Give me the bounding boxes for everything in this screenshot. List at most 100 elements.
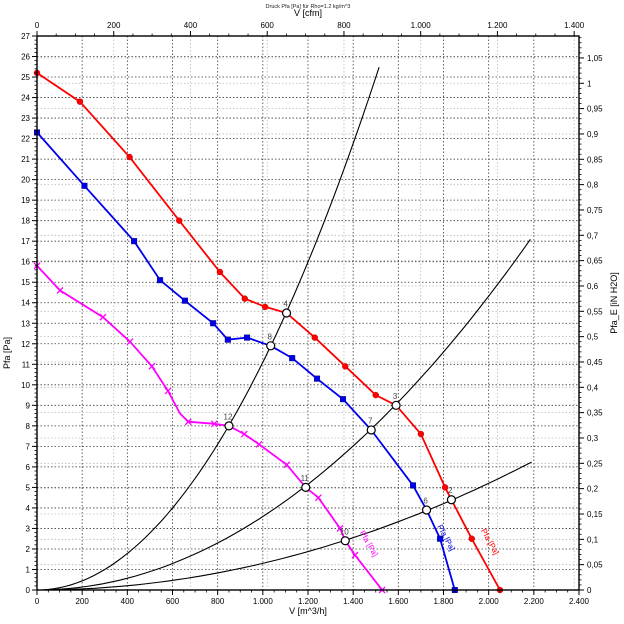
svg-text:11: 11 bbox=[22, 360, 31, 369]
system-curve-1 bbox=[36, 67, 380, 591]
marker-square bbox=[314, 375, 321, 382]
svg-text:0,4: 0,4 bbox=[587, 383, 599, 392]
marker-circle bbox=[241, 295, 248, 302]
svg-text:0,9: 0,9 bbox=[587, 130, 599, 139]
operating-point bbox=[266, 341, 276, 351]
marker-circle bbox=[441, 484, 449, 491]
svg-text:9: 9 bbox=[26, 401, 31, 410]
marker-circle bbox=[342, 363, 349, 370]
svg-text:15: 15 bbox=[21, 278, 30, 287]
marker-square bbox=[210, 320, 217, 327]
marker-square bbox=[81, 182, 88, 189]
svg-text:1,05: 1,05 bbox=[587, 54, 603, 63]
marker-circle bbox=[176, 217, 183, 224]
marker-circle bbox=[261, 303, 269, 311]
marker-square bbox=[410, 482, 417, 489]
svg-text:1.400: 1.400 bbox=[564, 21, 585, 30]
svg-text:800: 800 bbox=[211, 597, 225, 606]
marker-x bbox=[240, 430, 248, 438]
svg-text:2.200: 2.200 bbox=[524, 597, 545, 606]
svg-text:1: 1 bbox=[587, 79, 592, 88]
marker-x bbox=[56, 286, 64, 294]
axis-title-right: Pfa_E [iN H2O] bbox=[609, 272, 619, 334]
operating-point-label: 2 bbox=[448, 486, 453, 495]
system-curve-2 bbox=[36, 238, 531, 591]
svg-text:22: 22 bbox=[21, 135, 30, 144]
operating-points: 4 8 12 3 7 11 2 6 10 bbox=[224, 300, 457, 546]
marker-x bbox=[99, 313, 107, 321]
operating-point bbox=[224, 421, 234, 431]
svg-text:0,3: 0,3 bbox=[587, 434, 599, 443]
axis-title-top: V [cfm] bbox=[294, 8, 322, 18]
marker-x bbox=[210, 420, 218, 428]
svg-text:0,45: 0,45 bbox=[587, 358, 603, 367]
svg-text:24: 24 bbox=[21, 94, 30, 103]
marker-square bbox=[244, 334, 251, 341]
marker-x bbox=[184, 418, 192, 426]
svg-text:16: 16 bbox=[21, 258, 30, 267]
operating-point bbox=[391, 400, 401, 410]
svg-text:1.200: 1.200 bbox=[298, 597, 319, 606]
svg-text:18: 18 bbox=[21, 217, 30, 226]
marker-x bbox=[164, 387, 172, 395]
svg-text:6: 6 bbox=[26, 463, 31, 472]
axis-titles: Druck Pfa [Pa] für Rho=1.2 kg/m^3V [cfm]… bbox=[2, 4, 619, 616]
svg-text:1.000: 1.000 bbox=[253, 597, 274, 606]
svg-text:3: 3 bbox=[26, 524, 31, 533]
marker-square bbox=[157, 277, 164, 284]
svg-text:0,85: 0,85 bbox=[587, 155, 603, 164]
operating-point bbox=[340, 536, 350, 546]
svg-text:5: 5 bbox=[26, 483, 31, 492]
svg-text:0,05: 0,05 bbox=[587, 561, 603, 570]
svg-text:25: 25 bbox=[21, 73, 30, 82]
svg-text:27: 27 bbox=[21, 32, 30, 41]
marker-circle bbox=[468, 535, 475, 542]
marker-x bbox=[255, 440, 263, 448]
marker-square bbox=[289, 355, 296, 362]
svg-text:21: 21 bbox=[21, 155, 30, 164]
svg-text:14: 14 bbox=[21, 299, 30, 308]
marker-circle bbox=[216, 268, 224, 276]
svg-text:17: 17 bbox=[21, 237, 30, 246]
operating-point-label: 11 bbox=[301, 474, 310, 483]
svg-text:0,95: 0,95 bbox=[587, 105, 603, 114]
svg-text:1.400: 1.400 bbox=[343, 597, 364, 606]
operating-point bbox=[366, 425, 376, 435]
marker-x bbox=[314, 494, 322, 502]
svg-text:1: 1 bbox=[26, 565, 31, 574]
svg-text:400: 400 bbox=[184, 21, 198, 30]
axis-title-left: Pfa [Pa] bbox=[2, 337, 12, 369]
svg-text:0: 0 bbox=[26, 586, 31, 595]
operating-point bbox=[446, 495, 457, 505]
svg-text:13: 13 bbox=[21, 319, 30, 328]
svg-text:0,7: 0,7 bbox=[587, 231, 599, 240]
svg-text:0: 0 bbox=[35, 597, 40, 606]
operating-point-label: 7 bbox=[368, 416, 373, 425]
svg-text:7: 7 bbox=[26, 442, 31, 451]
svg-text:0,2: 0,2 bbox=[587, 485, 599, 494]
marker-x bbox=[283, 461, 291, 469]
svg-text:26: 26 bbox=[21, 53, 30, 62]
marker-square bbox=[181, 297, 188, 304]
svg-text:0: 0 bbox=[35, 21, 40, 30]
svg-text:0,1: 0,1 bbox=[587, 535, 599, 544]
marker-square bbox=[437, 535, 444, 542]
marker-x bbox=[148, 362, 156, 370]
svg-text:0,75: 0,75 bbox=[587, 206, 603, 215]
svg-text:12: 12 bbox=[21, 340, 30, 349]
svg-text:20: 20 bbox=[21, 176, 30, 185]
svg-text:800: 800 bbox=[337, 21, 351, 30]
marker-circle bbox=[311, 334, 318, 341]
svg-text:2: 2 bbox=[26, 545, 31, 554]
marker-x bbox=[336, 524, 344, 532]
svg-text:600: 600 bbox=[166, 597, 180, 606]
svg-text:0,55: 0,55 bbox=[587, 307, 603, 316]
svg-text:8: 8 bbox=[26, 422, 31, 431]
axis-ticks-and-labels: 0 200 400 600 800 1.000 1.200 1.400 1.600 1.800 2.… bbox=[21, 21, 603, 606]
svg-text:0,15: 0,15 bbox=[587, 510, 603, 519]
svg-text:19: 19 bbox=[21, 196, 30, 205]
operating-point bbox=[301, 482, 311, 493]
svg-text:1.800: 1.800 bbox=[433, 597, 454, 606]
